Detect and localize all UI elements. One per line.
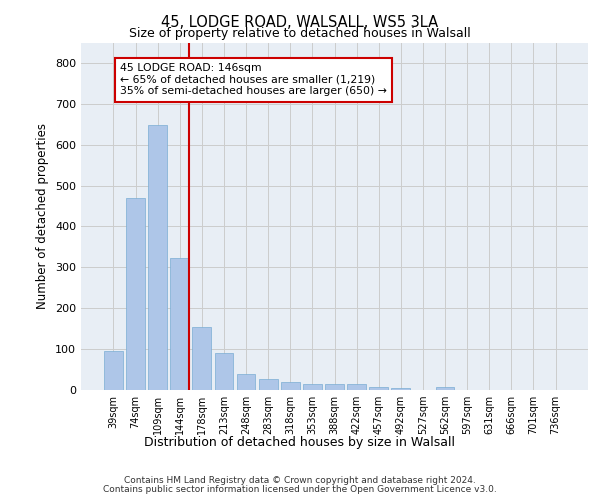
- Bar: [325, 384, 344, 390]
- Y-axis label: Number of detached properties: Number of detached properties: [37, 123, 49, 309]
- Bar: [370, 386, 388, 390]
- Text: Distribution of detached houses by size in Walsall: Distribution of detached houses by size …: [145, 436, 455, 449]
- Bar: [391, 388, 410, 390]
- Bar: [148, 125, 167, 390]
- Bar: [259, 378, 278, 390]
- Bar: [236, 374, 256, 390]
- Text: 45 LODGE ROAD: 146sqm
← 65% of detached houses are smaller (1,219)
35% of semi-d: 45 LODGE ROAD: 146sqm ← 65% of detached …: [120, 63, 387, 96]
- Bar: [170, 258, 189, 390]
- Bar: [281, 382, 299, 390]
- Bar: [303, 384, 322, 390]
- Bar: [104, 351, 123, 390]
- Bar: [215, 353, 233, 390]
- Text: 45, LODGE ROAD, WALSALL, WS5 3LA: 45, LODGE ROAD, WALSALL, WS5 3LA: [161, 15, 439, 30]
- Bar: [436, 386, 454, 390]
- Text: Contains HM Land Registry data © Crown copyright and database right 2024.: Contains HM Land Registry data © Crown c…: [124, 476, 476, 485]
- Bar: [347, 384, 366, 390]
- Bar: [193, 326, 211, 390]
- Text: Size of property relative to detached houses in Walsall: Size of property relative to detached ho…: [129, 28, 471, 40]
- Text: Contains public sector information licensed under the Open Government Licence v3: Contains public sector information licen…: [103, 484, 497, 494]
- Bar: [126, 198, 145, 390]
